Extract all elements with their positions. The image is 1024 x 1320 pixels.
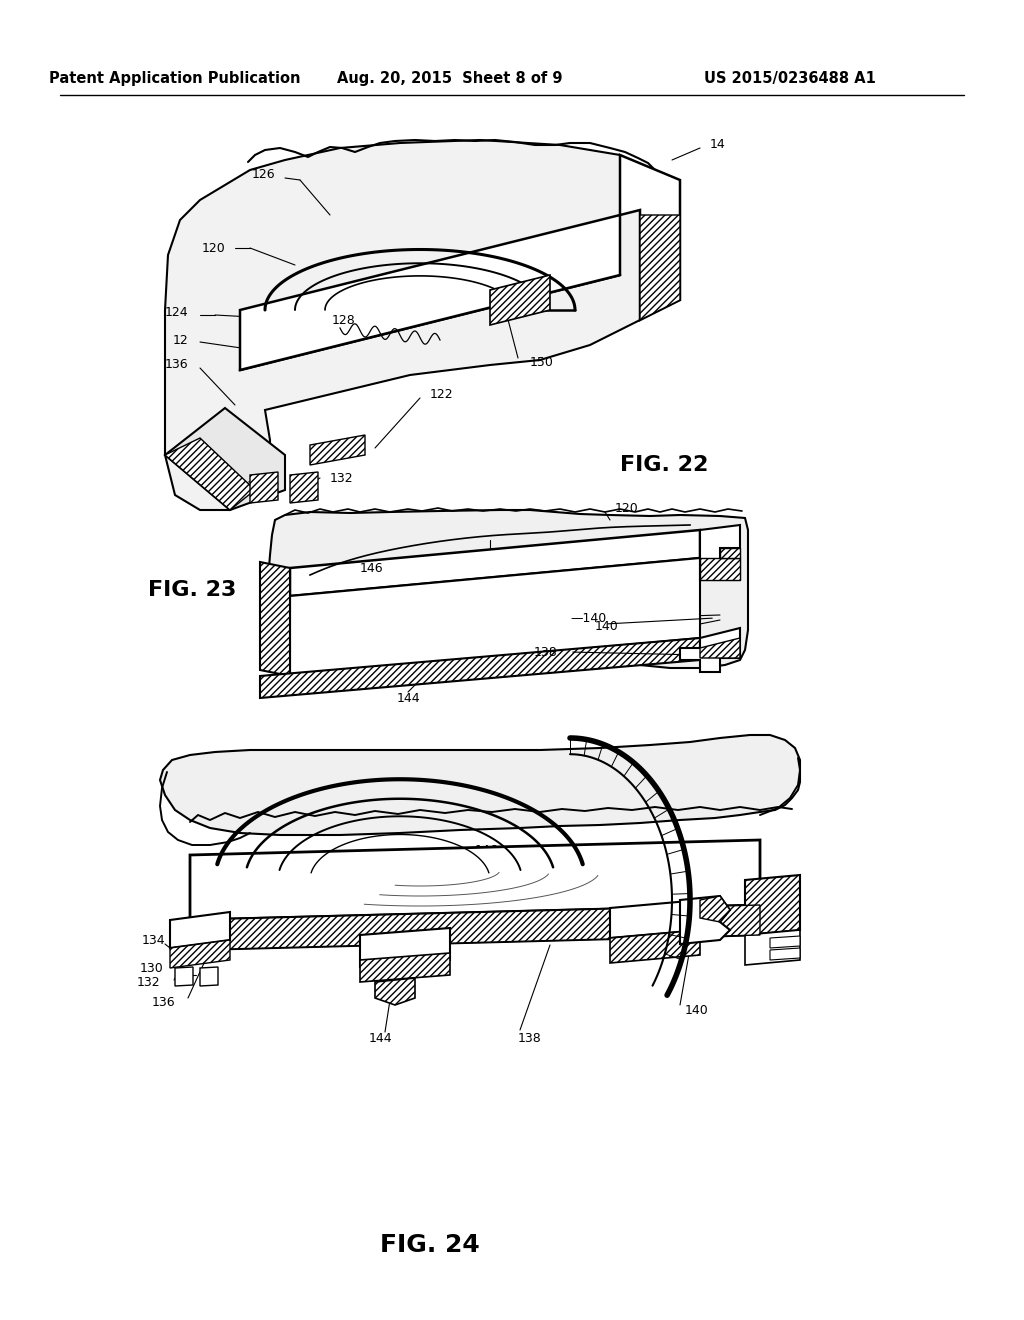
Text: 140: 140 xyxy=(595,619,618,632)
Polygon shape xyxy=(170,912,230,948)
Text: 120: 120 xyxy=(615,502,639,515)
Text: —140: —140 xyxy=(570,611,606,624)
Text: 150: 150 xyxy=(530,355,554,368)
Polygon shape xyxy=(610,931,700,964)
Polygon shape xyxy=(700,558,740,579)
Text: 128: 128 xyxy=(331,314,355,326)
Text: 130: 130 xyxy=(246,480,270,494)
Polygon shape xyxy=(175,968,193,986)
Text: 12: 12 xyxy=(172,334,188,346)
Text: 122: 122 xyxy=(430,388,454,401)
Text: Aug. 20, 2015  Sheet 8 of 9: Aug. 20, 2015 Sheet 8 of 9 xyxy=(337,70,563,86)
Polygon shape xyxy=(190,906,760,950)
Polygon shape xyxy=(640,215,680,319)
Polygon shape xyxy=(260,638,700,698)
Polygon shape xyxy=(745,931,800,965)
Polygon shape xyxy=(170,940,230,968)
Text: 136: 136 xyxy=(152,995,175,1008)
Polygon shape xyxy=(310,436,365,465)
Text: FIG. 24: FIG. 24 xyxy=(380,1233,480,1257)
Text: Patent Application Publication: Patent Application Publication xyxy=(49,70,301,86)
Polygon shape xyxy=(290,531,700,597)
Polygon shape xyxy=(290,558,700,676)
Text: 138: 138 xyxy=(518,1031,542,1044)
Polygon shape xyxy=(700,896,730,921)
Text: 146: 146 xyxy=(359,561,383,574)
Text: 140: 140 xyxy=(685,1003,709,1016)
Polygon shape xyxy=(770,948,800,960)
Text: 134: 134 xyxy=(141,933,165,946)
Polygon shape xyxy=(165,438,255,510)
Polygon shape xyxy=(490,275,550,325)
Text: 120: 120 xyxy=(202,242,225,255)
Polygon shape xyxy=(260,562,290,676)
Text: 132: 132 xyxy=(330,471,353,484)
Polygon shape xyxy=(250,473,278,503)
Polygon shape xyxy=(700,638,740,657)
Text: 138: 138 xyxy=(534,645,557,659)
Polygon shape xyxy=(745,875,800,935)
Polygon shape xyxy=(190,840,760,920)
Text: FIG. 22: FIG. 22 xyxy=(620,455,709,475)
Polygon shape xyxy=(190,906,760,950)
Text: 14: 14 xyxy=(710,139,726,152)
Text: 126: 126 xyxy=(251,169,275,181)
Text: 144: 144 xyxy=(369,1031,392,1044)
Polygon shape xyxy=(290,473,318,503)
Polygon shape xyxy=(160,735,800,836)
Polygon shape xyxy=(680,896,730,944)
Text: 132: 132 xyxy=(136,977,160,990)
Polygon shape xyxy=(680,628,740,672)
Polygon shape xyxy=(360,953,450,982)
Text: US 2015/0236488 A1: US 2015/0236488 A1 xyxy=(705,70,876,86)
Polygon shape xyxy=(770,936,800,948)
Text: 124: 124 xyxy=(165,306,188,319)
Polygon shape xyxy=(700,525,740,579)
Text: 130: 130 xyxy=(139,961,163,974)
Polygon shape xyxy=(240,215,620,370)
Text: 136: 136 xyxy=(165,359,188,371)
Polygon shape xyxy=(165,408,285,510)
Polygon shape xyxy=(720,548,740,558)
Polygon shape xyxy=(360,928,450,968)
Text: 144: 144 xyxy=(396,692,420,705)
Polygon shape xyxy=(200,968,218,986)
Polygon shape xyxy=(620,154,680,319)
Text: 146: 146 xyxy=(474,843,498,857)
Polygon shape xyxy=(610,900,700,939)
Polygon shape xyxy=(268,510,748,668)
Polygon shape xyxy=(375,978,415,1005)
Polygon shape xyxy=(165,140,680,510)
Text: FIG. 23: FIG. 23 xyxy=(148,579,237,601)
